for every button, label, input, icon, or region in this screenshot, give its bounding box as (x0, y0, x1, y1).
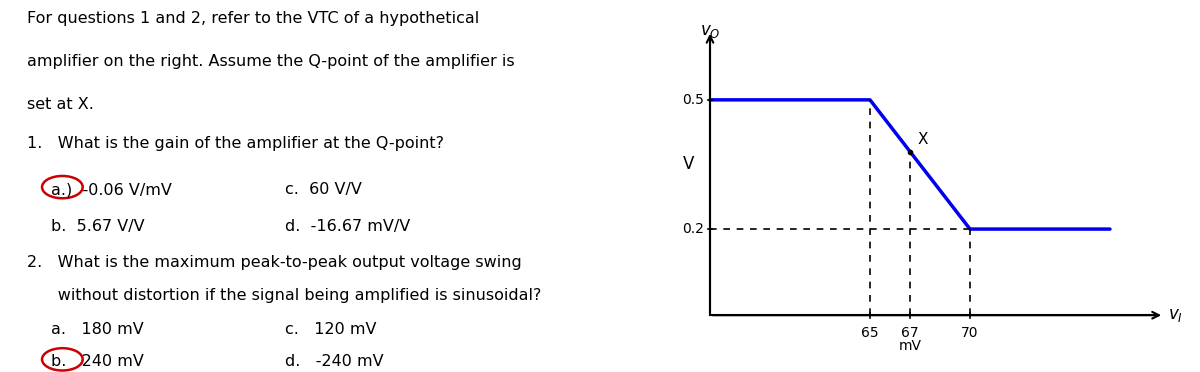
Text: $v_I$: $v_I$ (1168, 306, 1183, 324)
Text: a.)  -0.06 V/mV: a.) -0.06 V/mV (50, 182, 172, 197)
Text: 1.   What is the gain of the amplifier at the Q-point?: 1. What is the gain of the amplifier at … (28, 136, 444, 151)
Text: a.   180 mV: a. 180 mV (50, 322, 144, 337)
Text: 67: 67 (901, 326, 919, 340)
Text: amplifier on the right. Assume the Q-point of the amplifier is: amplifier on the right. Assume the Q-poi… (28, 54, 515, 69)
Text: V: V (683, 155, 694, 173)
Text: For questions 1 and 2, refer to the VTC of a hypothetical: For questions 1 and 2, refer to the VTC … (28, 11, 479, 26)
Text: c.   120 mV: c. 120 mV (284, 322, 377, 337)
Text: 70: 70 (961, 326, 979, 340)
Text: d.  -16.67 mV/V: d. -16.67 mV/V (284, 219, 410, 234)
Text: b.   240 mV: b. 240 mV (50, 354, 144, 369)
Text: 2.   What is the maximum peak-to-peak output voltage swing: 2. What is the maximum peak-to-peak outp… (28, 255, 522, 270)
Text: without distortion if the signal being amplified is sinusoidal?: without distortion if the signal being a… (28, 288, 541, 303)
Text: mV: mV (899, 339, 922, 353)
Text: 65: 65 (862, 326, 878, 340)
Text: b.  5.67 V/V: b. 5.67 V/V (50, 219, 144, 234)
Text: set at X.: set at X. (28, 97, 94, 112)
Text: c.  60 V/V: c. 60 V/V (284, 182, 361, 197)
Text: X: X (918, 132, 929, 147)
Text: 0.2: 0.2 (682, 222, 704, 236)
Text: 0.5: 0.5 (682, 93, 704, 107)
Text: d.   -240 mV: d. -240 mV (284, 354, 383, 369)
Text: $v_O$: $v_O$ (700, 22, 720, 40)
